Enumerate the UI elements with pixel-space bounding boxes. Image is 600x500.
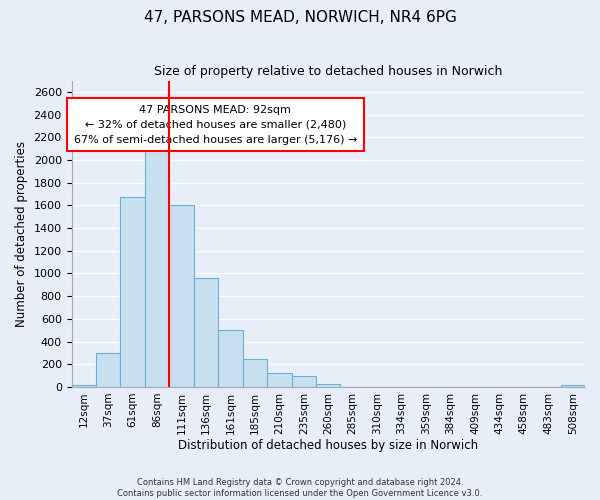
- Bar: [194, 278, 218, 387]
- Y-axis label: Number of detached properties: Number of detached properties: [15, 141, 28, 327]
- X-axis label: Distribution of detached houses by size in Norwich: Distribution of detached houses by size …: [178, 440, 478, 452]
- Text: Contains HM Land Registry data © Crown copyright and database right 2024.
Contai: Contains HM Land Registry data © Crown c…: [118, 478, 482, 498]
- Bar: [145, 144, 169, 387]
- Title: Size of property relative to detached houses in Norwich: Size of property relative to detached ho…: [154, 65, 502, 78]
- Bar: [560, 384, 585, 387]
- Bar: [169, 206, 194, 387]
- Bar: [96, 354, 121, 387]
- Bar: [292, 376, 316, 387]
- Bar: [121, 198, 145, 387]
- Text: 47 PARSONS MEAD: 92sqm
← 32% of detached houses are smaller (2,480)
67% of semi-: 47 PARSONS MEAD: 92sqm ← 32% of detached…: [74, 105, 357, 144]
- Bar: [71, 384, 96, 387]
- Text: 47, PARSONS MEAD, NORWICH, NR4 6PG: 47, PARSONS MEAD, NORWICH, NR4 6PG: [143, 10, 457, 25]
- Bar: [218, 330, 242, 387]
- Bar: [316, 384, 340, 387]
- Bar: [242, 358, 267, 387]
- Bar: [267, 374, 292, 387]
